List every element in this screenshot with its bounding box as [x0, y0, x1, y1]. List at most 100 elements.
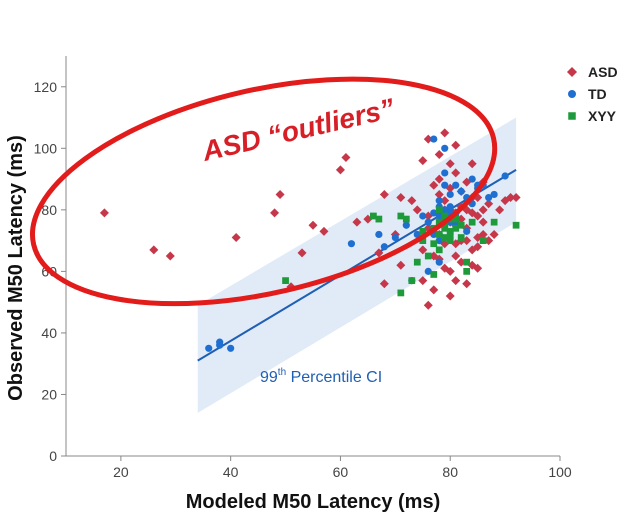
data-point-td	[441, 206, 449, 214]
data-point-asd	[473, 211, 483, 221]
data-point-xyy	[446, 228, 454, 235]
data-point-asd	[270, 208, 280, 218]
data-point-asd	[352, 217, 362, 227]
data-point-td	[446, 203, 454, 211]
y-tick-label: 20	[41, 386, 57, 402]
data-point-xyy	[441, 234, 449, 241]
data-point-asd	[423, 300, 433, 310]
data-point-td	[468, 175, 476, 183]
data-point-xyy	[402, 215, 410, 223]
data-point-xyy	[419, 228, 427, 235]
data-point-td	[216, 338, 224, 346]
data-point-asd	[407, 196, 417, 206]
data-point-asd	[297, 248, 307, 258]
x-tick-label: 60	[333, 464, 349, 480]
data-point-td	[457, 187, 465, 195]
data-point-asd	[418, 245, 428, 255]
data-point-asd	[467, 159, 477, 169]
data-point-td	[227, 344, 235, 352]
data-point-td	[435, 258, 443, 266]
data-point-asd	[489, 229, 499, 239]
data-point-xyy	[435, 231, 443, 238]
data-point-td	[441, 169, 449, 177]
legend-marker-td	[568, 90, 576, 98]
legend-label-xyy: XYY	[588, 108, 617, 124]
data-point-xyy	[430, 271, 438, 278]
data-point-td	[435, 197, 443, 205]
legend-marker-xyy	[568, 112, 576, 120]
data-point-asd	[473, 242, 483, 252]
data-point-asd	[275, 189, 285, 199]
data-point-xyy	[457, 221, 465, 229]
ci-annotation-text: Percentile CI	[286, 369, 382, 386]
data-point-xyy	[408, 277, 416, 284]
data-point-xyy	[370, 212, 377, 220]
data-point-asd	[434, 149, 444, 159]
data-point-xyy	[419, 237, 427, 244]
data-point-asd	[440, 128, 450, 138]
data-point-asd	[451, 140, 461, 150]
data-point-xyy	[512, 221, 520, 229]
annotation-layer	[29, 76, 498, 307]
data-point-xyy	[490, 218, 498, 226]
data-point-asd	[335, 165, 345, 175]
data-point-xyy	[452, 224, 460, 232]
data-point-xyy	[413, 258, 421, 266]
data-point-td	[402, 221, 410, 229]
y-tick-label: 0	[49, 448, 57, 464]
legend-label-asd: ASD	[588, 64, 618, 80]
ci-annotation: 99th Percentile CI	[260, 367, 382, 386]
data-point-asd	[374, 248, 384, 258]
data-point-td	[391, 233, 399, 242]
data-point-td	[452, 181, 460, 189]
y-tick-label: 120	[34, 79, 58, 95]
x-tick-label: 40	[223, 464, 239, 480]
regression-line	[197, 168, 517, 362]
data-point-xyy	[463, 258, 471, 266]
data-point-xyy	[282, 277, 289, 284]
data-point-asd	[462, 279, 472, 289]
data-point-td	[441, 181, 449, 189]
data-point-td	[419, 212, 427, 220]
data-point-td	[375, 230, 383, 239]
data-point-asd	[484, 199, 494, 209]
data-point-xyy	[424, 252, 432, 260]
data-point-xyy	[397, 212, 405, 220]
data-point-xyy	[397, 289, 405, 297]
data-point-td	[501, 172, 509, 180]
data-point-asd	[396, 260, 406, 270]
data-point-xyy	[435, 206, 443, 214]
data-point-asd	[434, 174, 444, 184]
ci-annotation-number: 99	[260, 369, 278, 386]
legend-item-td: TD	[568, 86, 607, 102]
data-point-td	[446, 190, 454, 199]
data-point-asd	[423, 134, 433, 144]
data-point-asd	[429, 180, 439, 190]
data-point-asd	[429, 285, 439, 295]
x-axis-title: Modeled M50 Latency (ms)	[186, 491, 441, 513]
x-tick-label: 100	[548, 464, 572, 480]
data-point-asd	[231, 233, 241, 243]
data-point-asd	[341, 153, 351, 163]
data-point-td	[490, 190, 498, 199]
data-point-asd	[379, 279, 389, 289]
data-point-asd	[478, 205, 488, 215]
data-point-xyy	[435, 246, 443, 254]
data-point-td	[435, 212, 443, 220]
data-point-asd	[165, 251, 175, 261]
data-point-xyy	[375, 215, 383, 223]
data-point-asd	[445, 159, 455, 169]
data-point-td	[424, 267, 432, 275]
data-point-xyy	[457, 234, 465, 241]
data-point-asd	[506, 193, 516, 203]
data-point-td	[205, 344, 213, 352]
data-point-td	[347, 240, 356, 248]
y-tick-label: 80	[41, 202, 57, 218]
y-tick-label: 100	[34, 140, 58, 156]
data-point-xyy	[441, 221, 449, 229]
data-point-td	[441, 144, 449, 152]
data-point-asd	[418, 276, 428, 286]
data-point-asd	[445, 266, 455, 276]
data-point-asd	[511, 193, 521, 203]
